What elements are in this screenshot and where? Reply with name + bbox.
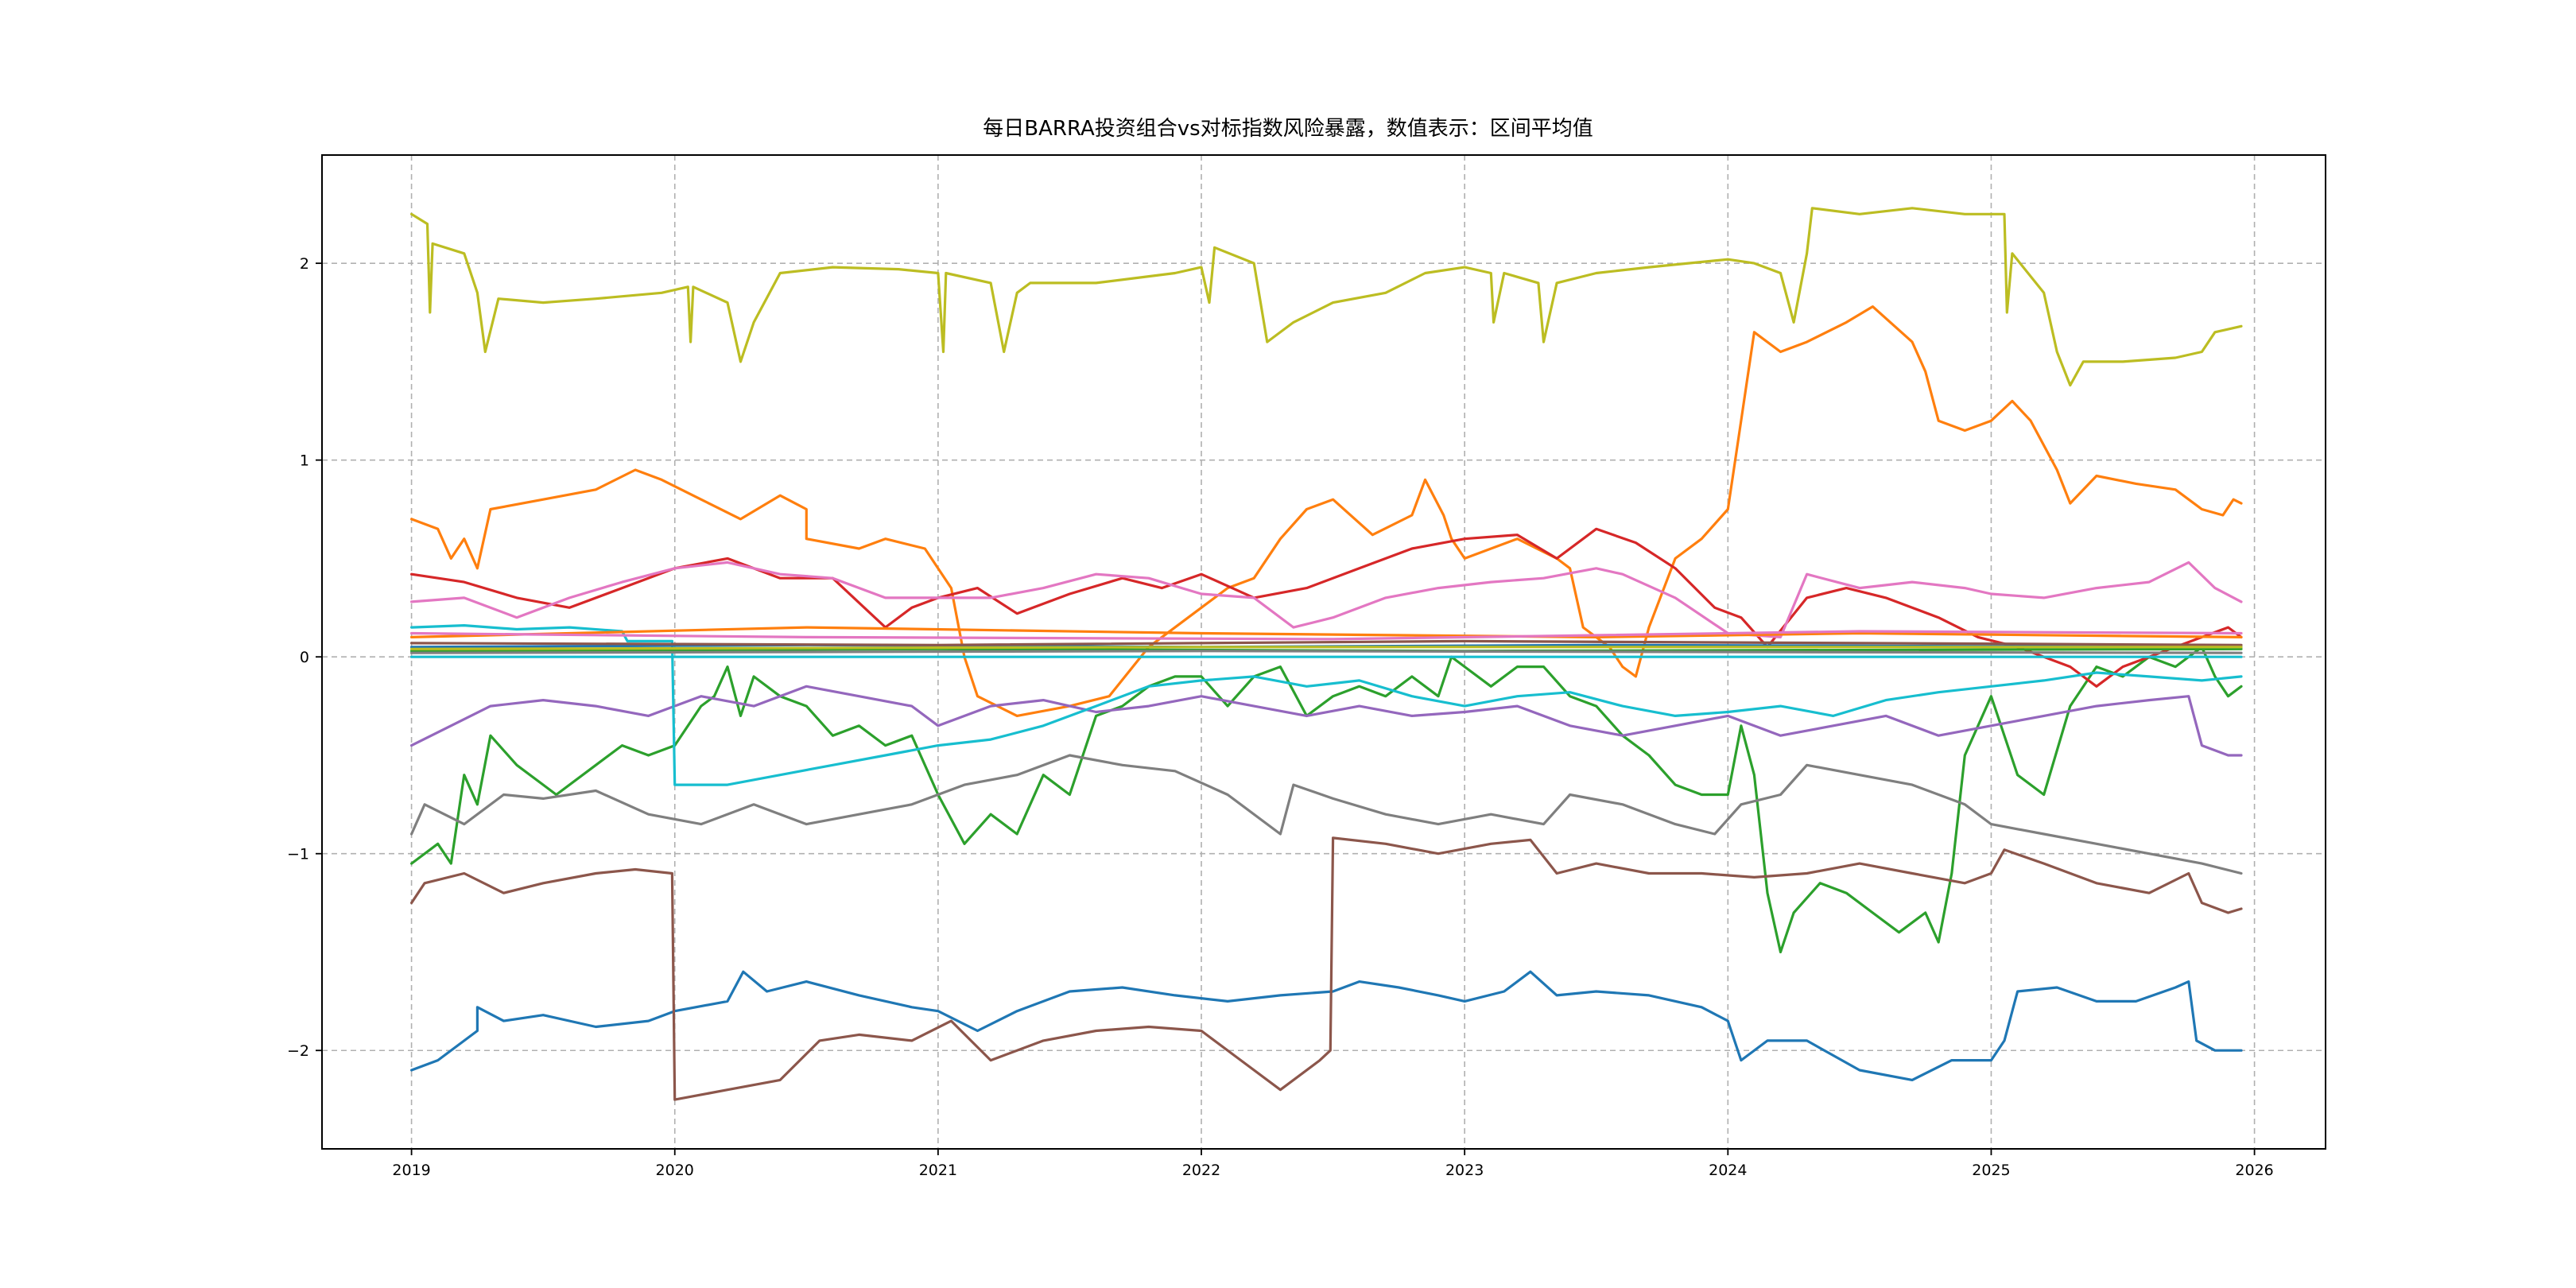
x-tick-label: 2019 [392,1162,430,1179]
y-tick-label: 2 [300,255,309,273]
series-line-16 [409,650,2243,654]
series-line-8 [409,754,2243,875]
series-group [409,207,2243,1101]
series-line-9 [409,207,2243,387]
series-line-14 [409,639,2243,646]
series-line-2 [409,305,2243,718]
series-line-6 [409,836,2243,1101]
series-line-7 [409,561,2243,639]
x-tick-label: 2022 [1182,1162,1220,1179]
series-line-5 [409,685,2243,757]
y-tick-label: 1 [300,452,309,470]
x-tick-label: 2023 [1445,1162,1484,1179]
axis-ticks: 2019 2020 2021 2022 2023 2024 2025 2026 −2 −1 0 1 2 [287,255,2274,1179]
chart-title: 每日BARRA投资组合vs对标指数风险暴露，数值表示：区间平均值 [983,117,1593,141]
y-tick-label: −1 [287,846,309,863]
y-tick-label: −2 [287,1042,309,1060]
x-tick-label: 2025 [1972,1162,2010,1179]
x-tick-label: 2020 [656,1162,694,1179]
series-line-17 [409,646,2243,650]
x-tick-label: 2021 [919,1162,957,1179]
plot-area-frame [321,154,2326,1150]
y-tick-label: 0 [300,649,309,666]
series-line-11 [409,626,2243,639]
series-line-1 [409,970,2243,1082]
series-line-4 [409,527,2243,688]
x-tick-label: 2026 [2235,1162,2273,1179]
x-tick-label: 2024 [1709,1162,1747,1179]
series-line-10 [409,623,2243,786]
series-line-15 [409,630,2243,641]
